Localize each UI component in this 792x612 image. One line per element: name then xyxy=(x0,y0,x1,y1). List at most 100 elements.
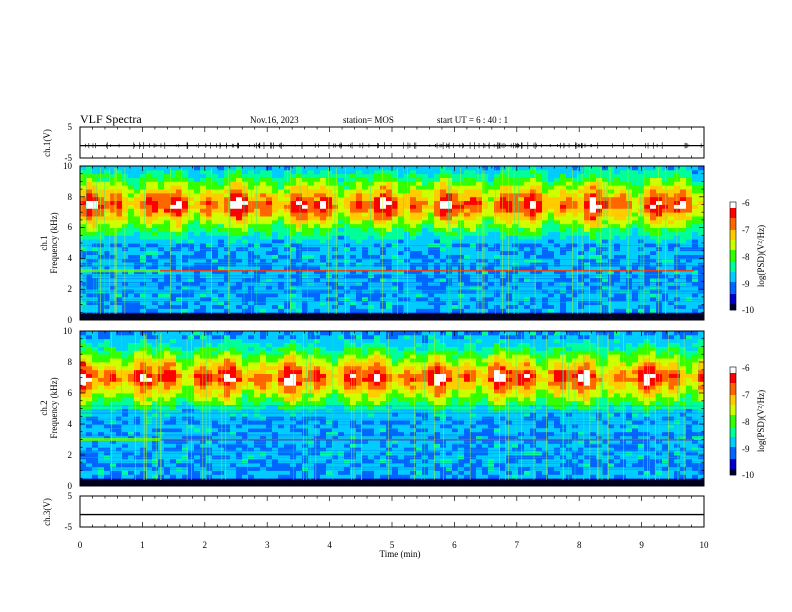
spectrogram-cell xyxy=(626,243,633,248)
spectrogram-cell xyxy=(542,300,549,305)
spectrogram-cell xyxy=(134,266,141,271)
colorbar-segment xyxy=(730,254,736,257)
spectrogram-cell xyxy=(122,451,129,456)
spectrogram-cell xyxy=(650,254,657,259)
spectrogram-cell xyxy=(212,254,219,259)
spectrogram-cell xyxy=(80,181,87,186)
spectrogram-cell xyxy=(434,189,441,194)
spectrogram-cell xyxy=(560,219,567,225)
spectrogram-cell xyxy=(596,231,603,236)
spectrogram-cell xyxy=(512,196,519,202)
spectrogram-cell xyxy=(242,250,249,255)
spectrogram-cell xyxy=(692,266,699,271)
spectrogram-cell xyxy=(152,300,159,305)
spectrogram-cell xyxy=(470,185,477,190)
spectrogram-cell xyxy=(86,304,93,309)
spectrogram-cell xyxy=(242,308,249,313)
spectrogram-cell xyxy=(86,254,93,259)
spectrogram-cell xyxy=(368,243,375,248)
colorbar-segment xyxy=(730,306,736,309)
spectrogram-cell xyxy=(686,189,693,194)
spectrogram-cell xyxy=(344,300,351,305)
spectrogram-cell xyxy=(368,277,375,282)
spectrogram-cell xyxy=(626,200,633,205)
spectrogram-cell xyxy=(338,266,345,271)
spectrogram-cell xyxy=(434,281,441,286)
spectrogram-cell xyxy=(290,181,297,186)
spectrogram-cell xyxy=(122,393,129,398)
spectrogram-cell xyxy=(98,431,105,437)
spectrogram-cell xyxy=(422,181,429,186)
spectrogram-cell xyxy=(128,354,135,359)
spectrogram-cell xyxy=(452,258,459,263)
spectrogram-cell xyxy=(518,285,525,290)
spectrogram-cell xyxy=(242,189,249,194)
spectrogram-cell xyxy=(122,231,129,236)
spectrogram-cell xyxy=(80,470,87,475)
spectrogram-cell xyxy=(458,192,465,198)
spectrogram-cell xyxy=(518,192,525,198)
spectrogram-cell xyxy=(86,338,93,344)
spectrogram-cell xyxy=(146,185,153,190)
spectrogram-cell xyxy=(584,196,591,202)
spectrogram-cell xyxy=(320,212,327,217)
spectrogram-cell xyxy=(92,412,99,417)
spectrogram-cell xyxy=(230,200,237,205)
spectrogram-cell xyxy=(350,216,357,221)
spectrogram-cell xyxy=(134,354,141,359)
spectrogram-cell xyxy=(176,166,183,171)
spectrogram-cell xyxy=(620,254,627,259)
spectrogram-cell xyxy=(632,281,639,286)
spectrogram-cell xyxy=(218,281,225,286)
spectrogram-cell xyxy=(368,235,375,240)
spectrogram-cell xyxy=(428,216,435,221)
spectrogram-cell xyxy=(554,239,561,244)
spectrogram-cell xyxy=(110,266,117,271)
spectrogram-cell xyxy=(608,266,615,271)
spectrogram-cell xyxy=(86,208,93,213)
spectrogram-cell xyxy=(278,219,285,225)
spectrogram-cell xyxy=(128,447,135,452)
spectrogram-cell xyxy=(92,300,99,305)
spectrogram-cell xyxy=(194,204,201,209)
spectrogram-cell xyxy=(260,308,267,313)
spectrogram-cell xyxy=(212,262,219,267)
spectrogram-cell xyxy=(188,277,195,282)
spectrogram-cell xyxy=(536,216,543,221)
spectrogram-cell xyxy=(362,219,369,225)
spectrogram-cell xyxy=(122,169,129,175)
spectrogram-cell xyxy=(488,185,495,190)
colorbar-segment xyxy=(730,262,736,265)
spectrogram-cell xyxy=(302,269,309,275)
spectrogram-cell xyxy=(410,216,417,221)
spectrogram-cell xyxy=(578,296,585,302)
spectrogram-cell xyxy=(254,200,261,205)
spectrogram-cell xyxy=(134,216,141,221)
spectrogram-cell xyxy=(110,369,117,375)
spectrogram-cell xyxy=(380,166,387,171)
spectrogram-cell xyxy=(326,173,333,178)
spectrogram-cell xyxy=(578,269,585,275)
spectrogram-cell xyxy=(518,169,525,175)
spectrogram-cell xyxy=(314,246,321,252)
spectrogram-cell xyxy=(116,400,123,406)
spectrogram-cell xyxy=(506,262,513,267)
spectrogram-cell xyxy=(230,243,237,248)
spectrogram-cell xyxy=(404,227,411,232)
ch1-freq-tick-0: 0 xyxy=(68,315,73,325)
spectrogram-cell xyxy=(638,204,645,209)
spectrogram-cell xyxy=(80,385,87,390)
spectrogram-cell xyxy=(644,173,651,178)
spectrogram-cell xyxy=(302,300,309,305)
spectrogram-cell xyxy=(434,216,441,221)
spectrogram-cell xyxy=(236,246,243,252)
spectrogram-cell xyxy=(578,177,585,182)
spectrogram-cell xyxy=(176,243,183,248)
spectrogram-cell xyxy=(458,212,465,217)
spectrogram-cell xyxy=(452,266,459,271)
spectrogram-cell xyxy=(386,296,393,302)
station-label: station= MOS xyxy=(343,115,394,125)
spectrogram-cell xyxy=(146,281,153,286)
spectrogram-cell xyxy=(134,373,141,378)
spectrogram-cell xyxy=(176,204,183,209)
